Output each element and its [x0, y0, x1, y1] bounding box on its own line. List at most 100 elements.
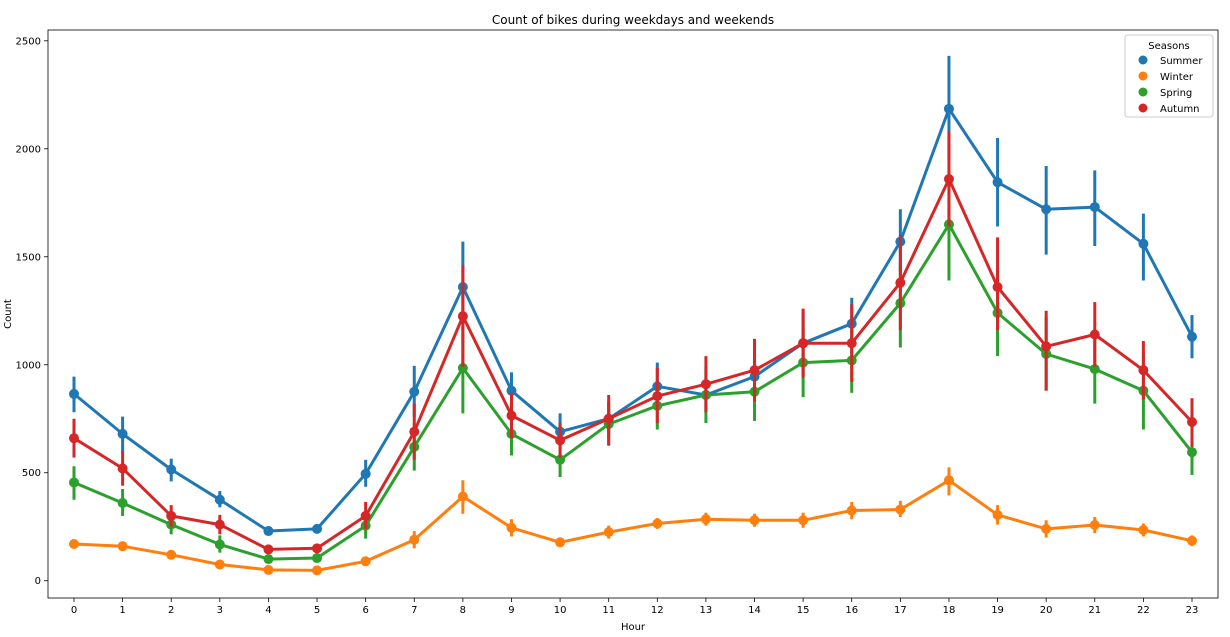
legend-label: Autumn: [1160, 104, 1200, 115]
legend-marker: [1138, 87, 1148, 97]
data-point: [312, 565, 323, 576]
x-tick-label: 9: [508, 605, 514, 616]
data-point: [117, 541, 128, 552]
data-point: [117, 497, 128, 508]
data-point: [1089, 520, 1100, 531]
x-tick-label: 1: [119, 605, 125, 616]
series-line: [73, 222, 1194, 561]
legend-marker: [1138, 55, 1148, 65]
y-tick-label: 1000: [16, 360, 41, 371]
data-point: [214, 539, 225, 550]
data-point: [263, 564, 274, 575]
legend: Seasons Summer Winter Spring Autumn: [1124, 34, 1214, 118]
legend-label: Winter: [1160, 72, 1194, 83]
series-winter: [69, 467, 1197, 576]
legend-marker: [1138, 103, 1148, 113]
x-tick-label: 5: [314, 605, 320, 616]
data-point: [214, 519, 225, 530]
data-point: [700, 379, 711, 390]
data-point: [360, 468, 371, 479]
x-tick-label: 17: [894, 605, 907, 616]
data-point: [263, 526, 274, 537]
data-point: [69, 539, 79, 550]
data-point: [555, 435, 566, 446]
x-tick-label: 7: [411, 605, 417, 616]
data-point: [1138, 238, 1149, 249]
data-point: [1089, 329, 1100, 340]
data-point: [506, 522, 517, 533]
x-tick-label: 0: [71, 605, 77, 616]
plot-area-frame: [47, 29, 1219, 599]
data-point: [1041, 523, 1052, 534]
data-point: [117, 463, 128, 474]
data-point: [895, 277, 906, 288]
legend-marker: [1138, 71, 1148, 81]
y-tick-label: 1500: [16, 252, 41, 263]
data-point: [214, 559, 225, 570]
x-tick-label: 2: [168, 605, 174, 616]
series-line: [73, 478, 1193, 572]
data-point: [846, 338, 857, 349]
x-tick-label: 21: [1088, 605, 1101, 616]
x-tick-label: 22: [1137, 605, 1150, 616]
y-axis-label: Count: [3, 299, 14, 329]
data-point: [360, 556, 371, 567]
data-point: [1138, 524, 1149, 535]
legend-label: Summer: [1160, 56, 1203, 67]
y-tick-label: 0: [35, 576, 41, 587]
data-point: [457, 311, 468, 322]
data-point: [263, 554, 274, 565]
data-point: [117, 428, 128, 439]
y-axis: 0 500 1000 1500 2000 2500: [16, 36, 48, 587]
data-point: [312, 523, 323, 534]
x-tick-label: 13: [700, 605, 713, 616]
data-point: [895, 504, 906, 515]
data-point: [312, 543, 323, 554]
data-point: [555, 537, 566, 548]
legend-items: Summer Winter Spring Autumn: [1138, 55, 1203, 115]
data-point: [943, 174, 954, 185]
series-autumn: [69, 131, 1197, 555]
data-point: [360, 510, 371, 521]
data-point: [798, 338, 809, 349]
data-point: [506, 410, 517, 421]
data-point: [1041, 341, 1052, 352]
data-point: [69, 388, 79, 399]
data-point: [1089, 202, 1100, 213]
data-point: [166, 464, 177, 475]
series-line: [73, 107, 1194, 533]
x-tick-label: 6: [362, 605, 368, 616]
data-point: [214, 494, 225, 505]
data-point: [69, 433, 79, 444]
x-tick-label: 11: [602, 605, 615, 616]
data-point: [1138, 365, 1149, 376]
legend-box: [1124, 34, 1214, 118]
data-point: [1187, 535, 1197, 546]
data-point: [506, 385, 517, 396]
series-line: [73, 177, 1194, 551]
x-tick-label: 8: [460, 605, 466, 616]
data-point: [603, 527, 614, 538]
y-tick-label: 500: [22, 468, 41, 479]
data-point: [1187, 331, 1197, 342]
x-tick-label: 18: [943, 605, 956, 616]
data-point: [992, 282, 1003, 293]
data-point: [749, 365, 760, 376]
data-point: [457, 362, 468, 373]
x-tick-label: 19: [991, 605, 1004, 616]
series-layer: [69, 55, 1197, 576]
legend-label: Spring: [1160, 88, 1192, 99]
data-point: [1187, 416, 1197, 427]
x-tick-label: 14: [748, 605, 761, 616]
data-point: [1187, 447, 1197, 458]
x-tick-label: 23: [1186, 605, 1199, 616]
chart-title: Count of bikes during weekdays and weeke…: [492, 13, 774, 27]
data-point: [457, 491, 468, 502]
data-point: [409, 534, 420, 545]
data-point: [409, 426, 420, 437]
x-tick-label: 4: [265, 605, 271, 616]
x-axis-label: Hour: [621, 622, 646, 633]
x-tick-label: 15: [797, 605, 810, 616]
data-point: [652, 518, 663, 529]
y-tick-label: 2500: [16, 36, 41, 47]
